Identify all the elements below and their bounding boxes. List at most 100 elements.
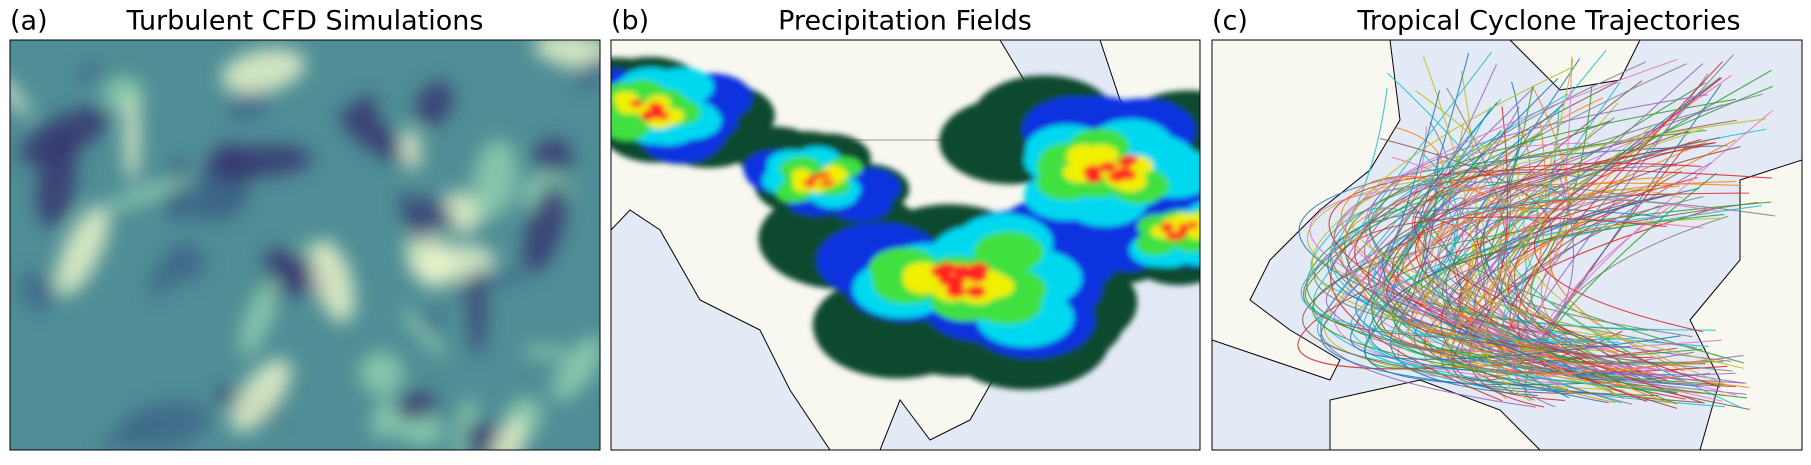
decoration — [1484, 58, 1574, 402]
decoration — [570, 54, 600, 88]
decoration — [1505, 128, 1767, 410]
panel-label: (a) — [10, 6, 48, 37]
decoration — [1518, 215, 1729, 353]
decoration — [1513, 73, 1709, 408]
decoration — [166, 242, 207, 282]
decoration — [1511, 56, 1573, 381]
decoration — [103, 175, 194, 212]
decoration — [10, 72, 30, 116]
decoration — [1546, 160, 1736, 376]
decoration — [1446, 198, 1776, 338]
decoration — [416, 81, 453, 126]
decoration — [937, 262, 957, 275]
panel-label: (b) — [611, 6, 649, 37]
decoration — [311, 239, 355, 323]
decoration — [1333, 58, 1678, 343]
decoration — [1445, 220, 1718, 375]
decoration — [1373, 195, 1633, 387]
decoration — [551, 335, 600, 401]
decoration — [405, 231, 454, 288]
decoration — [802, 179, 813, 186]
decoration — [472, 139, 518, 218]
decoration — [1483, 81, 1583, 380]
decoration — [1085, 172, 1103, 183]
decoration — [1084, 164, 1102, 176]
decoration — [1302, 130, 1705, 404]
decoration — [1340, 182, 1742, 340]
decoration — [630, 99, 643, 108]
decoration — [966, 285, 986, 298]
decoration — [1304, 132, 1748, 399]
decoration — [1456, 188, 1642, 357]
decoration — [394, 392, 438, 420]
panel-title: Turbulent CFD Simulations — [126, 6, 484, 37]
decoration — [161, 178, 249, 223]
decoration — [1391, 213, 1725, 386]
decoration — [490, 417, 527, 450]
decoration — [973, 231, 1044, 274]
decoration — [1461, 163, 1574, 379]
decoration — [1162, 222, 1175, 230]
decoration — [1367, 137, 1721, 353]
decoration — [967, 270, 987, 283]
decoration — [1351, 64, 1745, 369]
panel-title: Tropical Cyclone Trajectories — [1356, 6, 1740, 37]
decoration — [400, 128, 421, 170]
decoration — [1369, 98, 1736, 405]
decoration — [1406, 63, 1687, 360]
decoration — [1177, 228, 1189, 236]
decoration — [1311, 132, 1529, 344]
decoration — [1121, 154, 1138, 166]
decoration — [118, 400, 211, 450]
decoration — [522, 345, 569, 359]
decoration — [221, 48, 306, 94]
decoration — [1482, 165, 1688, 384]
panel-title: Precipitation Fields — [778, 6, 1032, 37]
decoration — [1412, 216, 1655, 376]
decoration — [74, 63, 106, 82]
decoration — [1414, 162, 1721, 388]
decoration — [1413, 201, 1624, 362]
decoration — [55, 205, 110, 296]
decoration — [1533, 142, 1715, 333]
decoration — [230, 358, 292, 432]
decoration — [1116, 167, 1134, 178]
decoration — [1171, 233, 1184, 241]
decoration — [1300, 93, 1620, 343]
decoration — [18, 271, 55, 311]
decoration — [401, 192, 430, 244]
decoration — [1066, 146, 1100, 168]
decoration — [821, 172, 831, 178]
decoration — [1530, 84, 1608, 346]
decoration — [1185, 225, 1200, 240]
decoration — [946, 285, 966, 298]
decoration — [944, 276, 965, 289]
decoration — [1333, 181, 1625, 359]
decoration — [1530, 202, 1676, 376]
decoration — [359, 351, 404, 395]
decoration — [534, 138, 573, 179]
decoration — [1422, 153, 1716, 331]
decoration — [1313, 51, 1504, 393]
decoration — [1344, 129, 1707, 394]
panel-label: (c) — [1212, 6, 1248, 37]
decoration — [448, 267, 530, 298]
decoration — [1345, 175, 1657, 365]
decoration — [228, 84, 272, 122]
decoration — [812, 173, 823, 179]
decoration — [453, 397, 477, 450]
decoration — [819, 180, 830, 187]
precip-map — [611, 40, 1200, 450]
panel-frame — [9, 39, 601, 451]
decoration — [1178, 223, 1190, 231]
decoration — [523, 182, 567, 273]
decoration — [1099, 161, 1117, 173]
decoration — [422, 195, 453, 231]
decoration — [1440, 193, 1672, 381]
decoration — [1309, 187, 1737, 396]
decoration — [1364, 142, 1590, 388]
decoration — [1453, 63, 1747, 384]
decoration — [124, 93, 141, 182]
decoration — [648, 109, 661, 118]
